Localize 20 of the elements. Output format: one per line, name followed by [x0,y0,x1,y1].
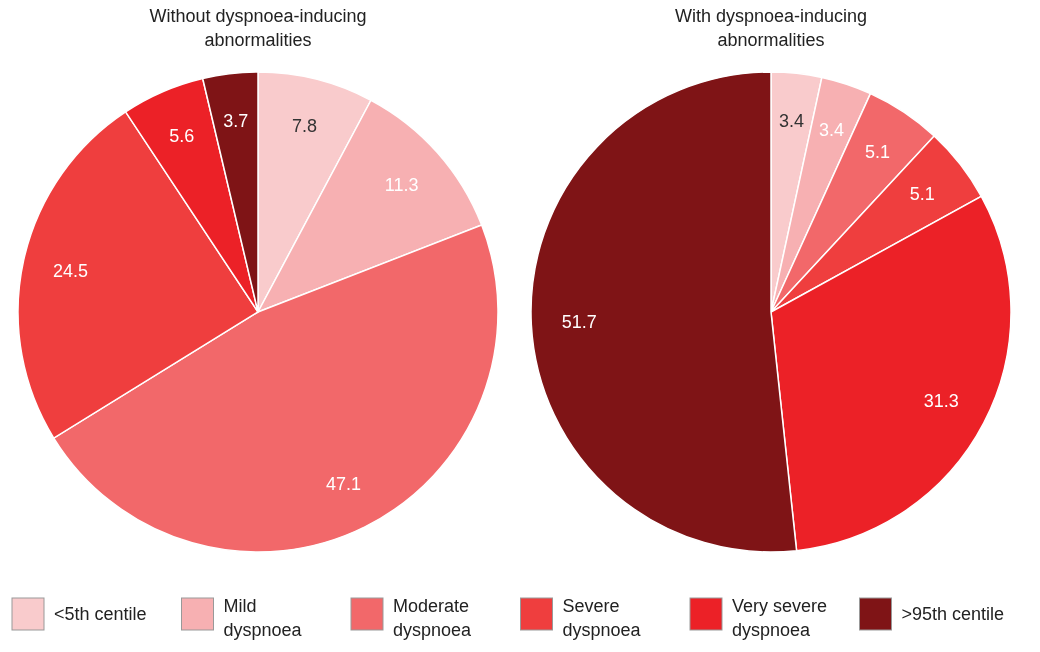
data-label: 47.1 [326,473,362,494]
data-label: 5.1 [864,142,890,163]
data-label: 24.5 [52,260,89,281]
slice-label: With dyspnoea-inducing abnormalities [674,6,868,50]
data-label: 5.6 [169,125,195,146]
legend-label: Very severe dyspnoea [732,596,828,640]
data-label: 3.4 [818,119,844,140]
legend-label: Moderate dyspnoea [393,596,473,640]
data-label: 31.3 [923,390,959,411]
data-label: 7.8 [292,115,318,136]
legend-label: Mild dyspnoea [223,596,303,640]
data-label: 5.1 [909,183,935,204]
data-label: 3.4 [778,111,804,132]
data-label: 51.7 [561,312,597,333]
data-label: 3.7 [223,111,249,132]
legend-label: Severe dyspnoea [562,596,642,640]
legend-label: >95th centile [901,604,1005,624]
data-label: 11.3 [384,174,419,195]
legend-label: <5th centile [54,604,147,624]
slice-label: Without dyspnoea-inducing abnormalities [149,6,367,50]
